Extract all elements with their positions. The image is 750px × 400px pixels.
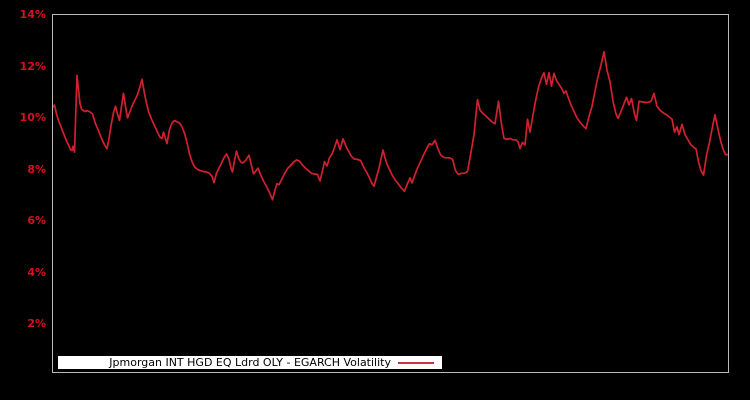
y-tick-label: 6%	[27, 214, 46, 228]
legend-line-sample-icon	[398, 361, 434, 364]
y-tick-label: 10%	[19, 111, 46, 125]
plot-area: Jpmorgan INT HGD EQ Ldrd OLY - EGARCH Vo…	[52, 14, 729, 373]
y-tick-label: 4%	[27, 265, 46, 279]
y-tick-label: 2%	[27, 317, 46, 331]
volatility-line-series	[53, 50, 728, 201]
y-tick-label: 12%	[19, 59, 46, 73]
volatility-line	[53, 50, 728, 201]
legend: Jpmorgan INT HGD EQ Ldrd OLY - EGARCH Vo…	[58, 356, 442, 369]
legend-label: Jpmorgan INT HGD EQ Ldrd OLY - EGARCH Vo…	[109, 355, 391, 369]
y-tick-label: 8%	[27, 162, 46, 176]
y-tick-label: 14%	[19, 8, 46, 22]
